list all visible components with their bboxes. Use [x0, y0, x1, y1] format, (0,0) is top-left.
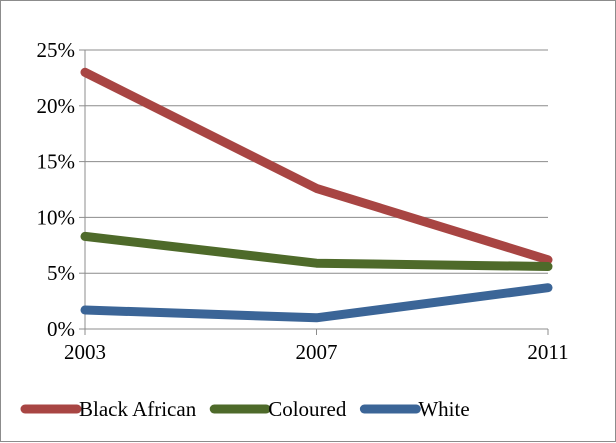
- series-lines: [80, 67, 553, 323]
- y-tick-label: 20%: [37, 94, 76, 118]
- y-tick-label: 25%: [37, 38, 76, 62]
- legend-label-black-african: Black African: [79, 397, 197, 421]
- axes: [79, 49, 549, 335]
- y-tick-label: 0%: [47, 317, 75, 341]
- grid-lines: [85, 49, 548, 274]
- y-tick-labels: 0% 5% 10% 15% 20% 25%: [37, 38, 76, 341]
- y-tick-label: 5%: [47, 261, 75, 285]
- series-line-black-african: [80, 67, 553, 265]
- x-tick-label: 2011: [527, 340, 568, 364]
- x-tick-label: 2003: [64, 340, 106, 364]
- y-tick-label: 15%: [37, 150, 76, 174]
- series-line-coloured: [80, 231, 553, 271]
- x-tick-labels: 2003 2007 2011: [64, 340, 569, 364]
- legend: Black African Coloured White: [20, 397, 470, 421]
- legend-label-coloured: Coloured: [268, 397, 347, 421]
- x-tick-label: 2007: [296, 340, 338, 364]
- series-line-white: [80, 283, 553, 323]
- legend-label-white: White: [418, 397, 469, 421]
- y-tick-label: 10%: [37, 205, 76, 229]
